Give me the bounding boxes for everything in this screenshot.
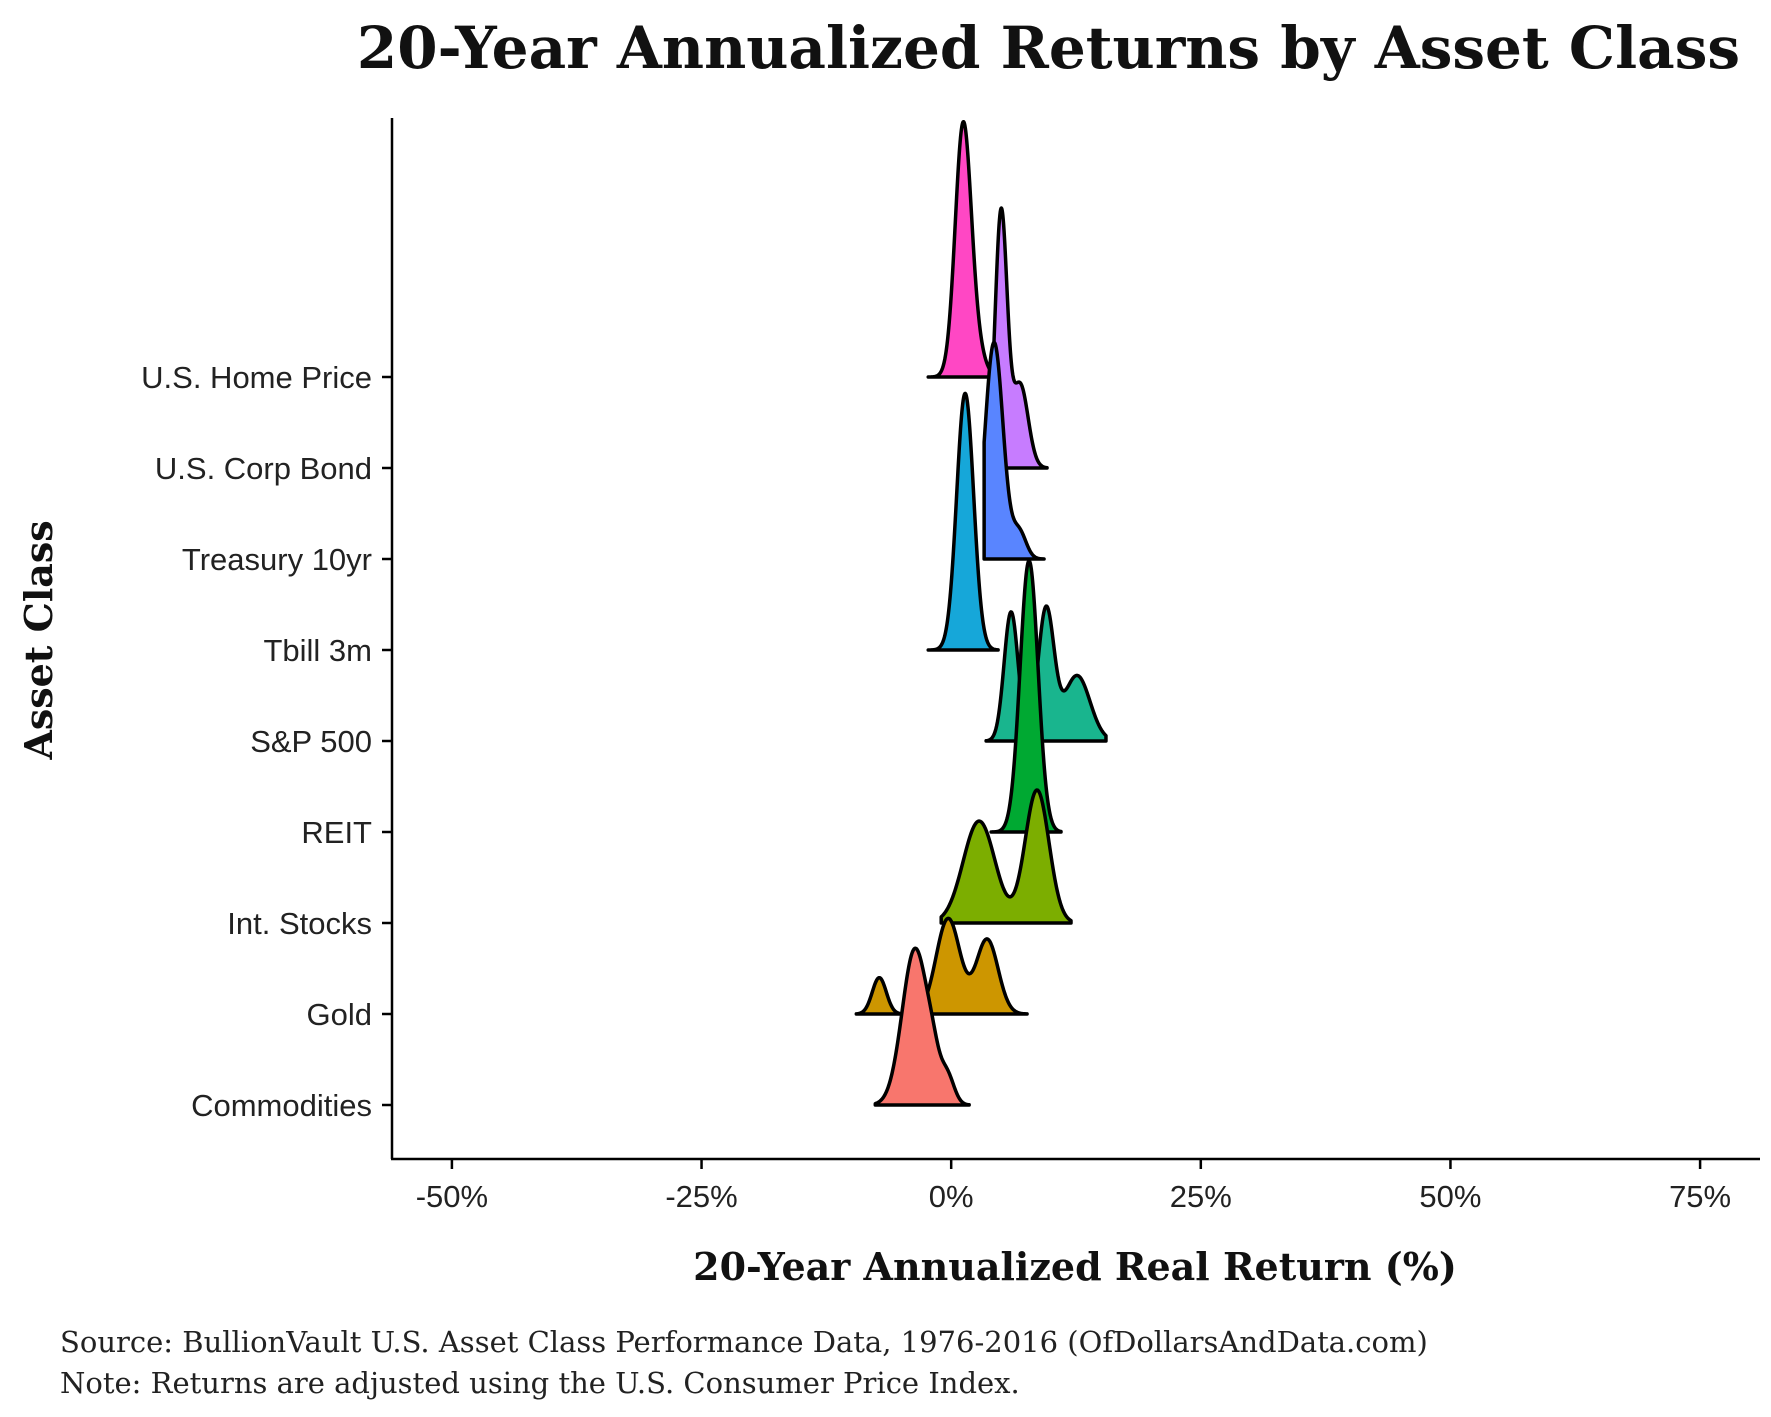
x-axis-title: 20-Year Annualized Real Return (%) <box>693 1244 1457 1289</box>
y-axis-title: Asset Class <box>16 520 61 760</box>
y-tick-label-treasury-10yr: Treasury 10yr <box>182 542 372 577</box>
x-tick-label: 50% <box>1419 1179 1481 1214</box>
source-caption: Source: BullionVault U.S. Asset Class Pe… <box>60 1325 1428 1359</box>
chart-title: 20-Year Annualized Returns by Asset Clas… <box>357 14 1740 82</box>
y-tick-label-int-stocks: Int. Stocks <box>227 906 372 941</box>
y-tick-label-reit: REIT <box>301 815 372 850</box>
x-tick-label: -25% <box>665 1179 737 1214</box>
ridge-gold <box>854 916 1029 1016</box>
x-tick-label: -50% <box>416 1179 488 1214</box>
x-tick-label: 25% <box>1170 1179 1232 1214</box>
x-axis-ticks: -50% -25% 0% 25% 50% 75% <box>416 1159 1731 1214</box>
ridge-u-s-home-price <box>926 119 1000 379</box>
note-caption: Note: Returns are adjusted using the U.S… <box>60 1366 1020 1400</box>
x-tick-label: 75% <box>1669 1179 1731 1214</box>
y-tick-label-sandp-500: S&P 500 <box>250 724 372 759</box>
y-tick-label-gold: Gold <box>307 997 372 1032</box>
ridge-tbill-3m <box>926 391 1000 652</box>
ridge-sandp-500 <box>984 604 1108 743</box>
y-tick-label-u-s-home-price: U.S. Home Price <box>141 360 372 395</box>
y-tick-label-tbill-3m: Tbill 3m <box>263 633 372 668</box>
y-axis-ticks: Commodities Gold Int. Stocks REIT S&P 500 Tbi… <box>141 360 392 1123</box>
density-ridges <box>854 119 1108 1107</box>
ridge-commodities <box>873 946 971 1107</box>
y-tick-label-commodities: Commodities <box>191 1088 372 1123</box>
ridge-treasury-10yr <box>982 340 1046 561</box>
ridge-int-stocks <box>939 788 1073 925</box>
y-tick-label-u-s-corp-bond: U.S. Corp Bond <box>155 451 372 486</box>
ridge-reit <box>989 559 1063 834</box>
x-tick-label: 0% <box>929 1179 974 1214</box>
